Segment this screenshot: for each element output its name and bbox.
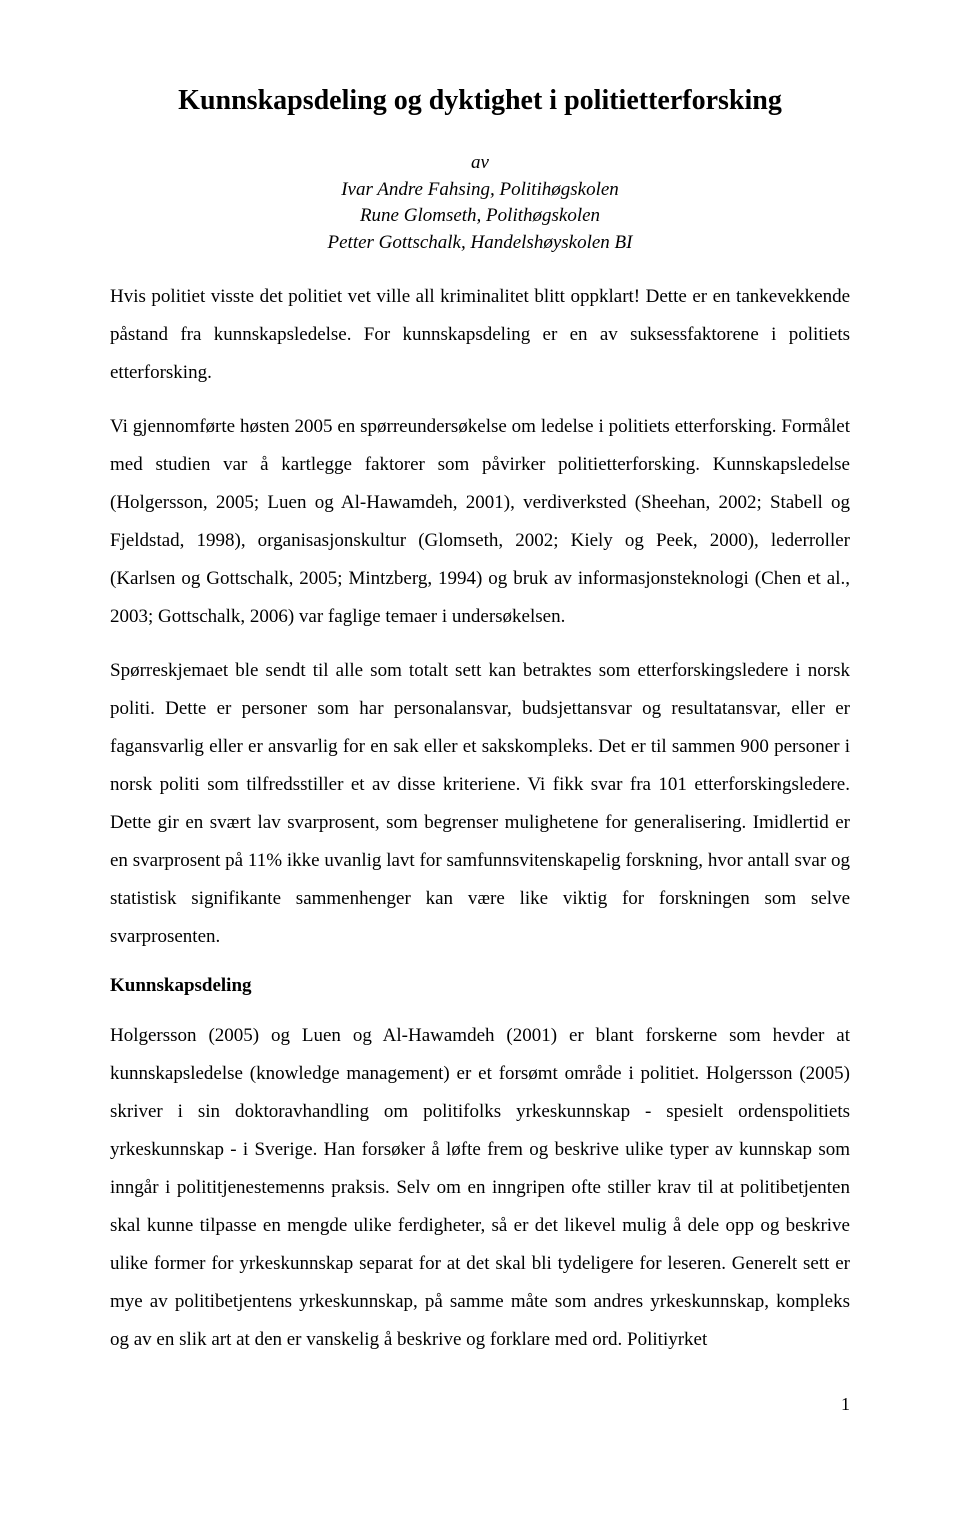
paragraph-intro-3: Spørreskjemaet ble sendt til alle som to… — [110, 652, 850, 956]
page-number: 1 — [110, 1391, 850, 1418]
byline-author-2: Rune Glomseth, Polithøgskolen — [110, 203, 850, 230]
byline-av: av — [110, 150, 850, 177]
byline-block: av Ivar Andre Fahsing, Politihøgskolen R… — [110, 150, 850, 256]
paragraph-intro-1: Hvis politiet visste det politiet vet vi… — [110, 278, 850, 392]
byline-author-3: Petter Gottschalk, Handelshøyskolen BI — [110, 230, 850, 257]
byline-author-1: Ivar Andre Fahsing, Politihøgskolen — [110, 177, 850, 204]
paragraph-intro-2: Vi gjennomførte høsten 2005 en spørreund… — [110, 408, 850, 636]
section-heading-kunnskapsdeling: Kunnskapsdeling — [110, 972, 850, 1001]
paragraph-section-1: Holgersson (2005) og Luen og Al-Hawamdeh… — [110, 1017, 850, 1359]
document-title: Kunnskapsdeling og dyktighet i politiett… — [110, 80, 850, 122]
